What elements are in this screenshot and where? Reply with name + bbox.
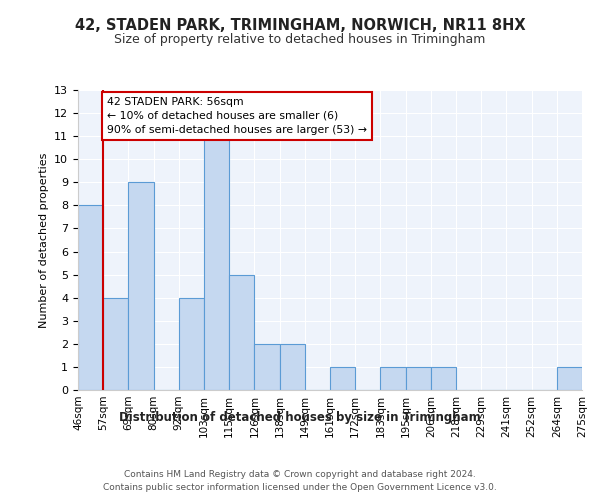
Bar (431, 367, 456, 390)
Y-axis label: Number of detached properties: Number of detached properties (38, 152, 49, 328)
Bar (229, 274, 254, 390)
Bar (557, 367, 582, 390)
Text: Size of property relative to detached houses in Trimingham: Size of property relative to detached ho… (115, 32, 485, 46)
Bar (128, 182, 154, 390)
Bar (406, 367, 431, 390)
Bar (103, 298, 128, 390)
Bar (280, 344, 305, 390)
Text: 42, STADEN PARK, TRIMINGHAM, NORWICH, NR11 8HX: 42, STADEN PARK, TRIMINGHAM, NORWICH, NR… (74, 18, 526, 32)
Bar (78, 206, 103, 390)
Text: Distribution of detached houses by size in Trimingham: Distribution of detached houses by size … (119, 411, 481, 424)
Text: 42 STADEN PARK: 56sqm
← 10% of detached houses are smaller (6)
90% of semi-detac: 42 STADEN PARK: 56sqm ← 10% of detached … (107, 97, 367, 135)
Text: Contains public sector information licensed under the Open Government Licence v3: Contains public sector information licen… (103, 482, 497, 492)
Bar (380, 367, 406, 390)
Text: Contains HM Land Registry data © Crown copyright and database right 2024.: Contains HM Land Registry data © Crown c… (124, 470, 476, 479)
Bar (204, 136, 229, 390)
Bar (330, 367, 355, 390)
Bar (254, 344, 280, 390)
Bar (179, 298, 204, 390)
